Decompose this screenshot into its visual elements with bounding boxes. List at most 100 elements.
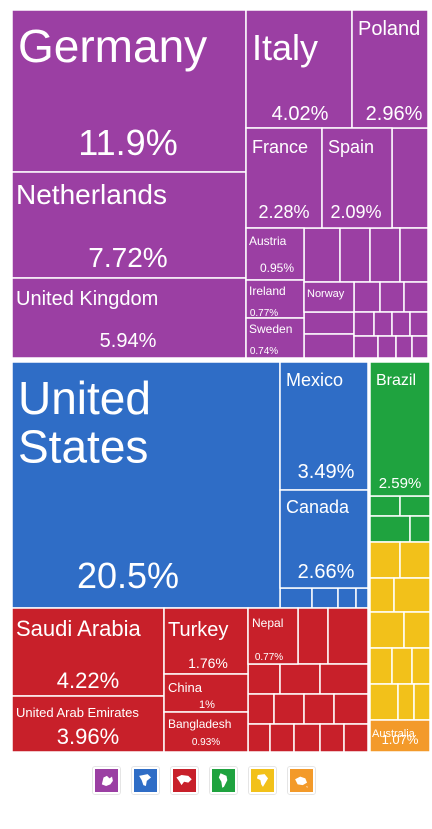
small-country-tile <box>409 515 431 543</box>
small-country-tile <box>413 683 431 721</box>
small-country-tile <box>399 495 431 517</box>
small-country-tile <box>247 723 271 753</box>
label-bangladesh: Bangladesh <box>168 717 231 731</box>
north-america-icon-glyph <box>139 774 152 787</box>
label-spain: Spain <box>328 137 374 157</box>
tile-spain <box>321 127 393 229</box>
small-country-tile <box>369 495 401 517</box>
small-country-tile <box>297 607 329 665</box>
label-sweden: Sweden <box>249 322 292 336</box>
small-country-tile <box>303 227 341 283</box>
label-france: France <box>252 137 308 157</box>
south-america-icon-glyph <box>218 773 228 788</box>
small-country-tile <box>303 693 335 725</box>
tile-austria <box>245 227 305 281</box>
label-united-kingdom: United Kingdom <box>16 288 158 310</box>
label-brazil: Brazil <box>376 372 416 389</box>
small-country-tile <box>279 587 313 609</box>
tile-italy <box>245 9 353 129</box>
label-china: China <box>168 680 203 695</box>
oceania-icon[interactable] <box>287 766 316 795</box>
value-italy: 4.02% <box>272 103 329 125</box>
label-germany: Germany <box>18 20 207 72</box>
small-country-tile <box>403 611 431 649</box>
value-spain: 2.09% <box>330 202 381 222</box>
europe-icon-glyph <box>101 775 113 787</box>
tile-china <box>163 673 249 713</box>
africa-icon[interactable] <box>248 766 277 795</box>
small-country-tile <box>391 127 429 229</box>
small-country-tile <box>279 663 321 695</box>
small-country-tile <box>391 311 411 337</box>
label-ireland: Ireland <box>249 284 286 298</box>
small-country-tile <box>319 723 345 753</box>
label-nepal: Nepal <box>252 616 283 630</box>
asia-icon[interactable] <box>170 766 199 795</box>
small-country-tile <box>399 227 429 283</box>
small-country-tile <box>377 335 397 359</box>
label-italy: Italy <box>252 27 318 68</box>
tile-sweden <box>245 317 305 359</box>
tile-canada <box>279 489 369 589</box>
asia-icon-glyph <box>176 774 192 786</box>
value-united-arab-emirates: 3.96% <box>57 724 119 749</box>
small-country-tile <box>369 683 399 721</box>
value-united-states: 20.5% <box>77 555 179 596</box>
value-netherlands: 7.72% <box>88 242 167 273</box>
label-united-states-line-2: States <box>18 420 148 472</box>
small-country-tile <box>379 281 405 313</box>
small-country-tile <box>273 693 305 725</box>
tile-netherlands <box>11 171 247 279</box>
south-america-icon[interactable] <box>209 766 238 795</box>
value-bangladesh: 0.93% <box>192 737 220 748</box>
small-country-tile <box>337 587 357 609</box>
value-turkey: 1.76% <box>188 655 228 671</box>
value-france: 2.28% <box>258 202 309 222</box>
tile-brazil <box>369 361 431 497</box>
value-brazil: 2.59% <box>379 475 422 492</box>
small-country-tile <box>293 723 321 753</box>
label-netherlands: Netherlands <box>16 179 167 210</box>
small-country-tile <box>369 515 411 543</box>
tile-united-kingdom <box>11 277 247 359</box>
value-nepal: 0.77% <box>255 652 283 663</box>
small-country-tile <box>355 587 369 609</box>
value-china: 1% <box>199 699 215 711</box>
value-ireland: 0.77% <box>250 308 278 319</box>
small-country-tile <box>343 723 369 753</box>
label-austria: Austria <box>249 234 287 248</box>
small-country-tile <box>247 663 281 695</box>
tile-bangladesh <box>163 711 249 753</box>
small-country-tile <box>333 693 369 725</box>
treemap-chart: Germany 11.9% Netherlands 7.72% United Kingd… <box>11 9 431 753</box>
small-country-tile <box>319 663 369 695</box>
small-country-tile <box>369 611 405 649</box>
label-united-arab-emirates: United Arab Emirates <box>16 705 139 720</box>
small-country-tile <box>369 227 401 283</box>
small-country-tile <box>397 683 415 721</box>
tile-france <box>245 127 323 229</box>
value-australia: 1.07% <box>382 732 419 747</box>
europe-icon[interactable] <box>92 766 121 795</box>
north-america-icon[interactable] <box>131 766 160 795</box>
value-poland: 2.96% <box>366 103 423 125</box>
label-poland: Poland <box>358 18 420 40</box>
tile-saudi-arabia <box>11 607 165 697</box>
small-country-tile <box>373 311 393 337</box>
value-mexico: 3.49% <box>298 461 355 483</box>
small-country-tile <box>353 281 381 313</box>
tile-australia <box>369 719 431 753</box>
small-country-tile <box>303 311 355 335</box>
tile-nepal <box>247 607 299 665</box>
tile-mexico <box>279 361 369 491</box>
africa-icon-glyph <box>256 774 269 787</box>
small-country-tile <box>269 723 295 753</box>
value-germany: 11.9% <box>78 122 177 163</box>
label-united-states-line-1: United <box>18 372 151 424</box>
small-country-tile <box>399 541 431 579</box>
small-country-tile <box>247 693 275 725</box>
label-mexico: Mexico <box>286 370 343 390</box>
small-country-tile <box>369 577 395 613</box>
tile-germany <box>11 9 247 173</box>
label-turkey: Turkey <box>168 619 228 641</box>
